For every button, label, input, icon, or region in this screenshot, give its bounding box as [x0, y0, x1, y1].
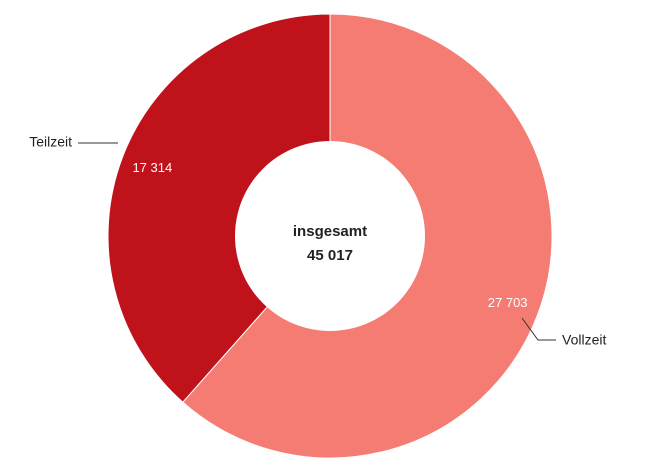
donut-hole	[235, 141, 425, 331]
category-label: Vollzeit	[562, 332, 606, 348]
leader-line	[521, 317, 556, 341]
value-label: 17 314	[132, 160, 172, 175]
category-label: Teilzeit	[29, 134, 72, 150]
slice	[107, 13, 331, 403]
center-total: 45 017	[307, 247, 353, 264]
center-label: insgesamt	[293, 223, 367, 240]
value-label: 27 703	[488, 295, 528, 310]
